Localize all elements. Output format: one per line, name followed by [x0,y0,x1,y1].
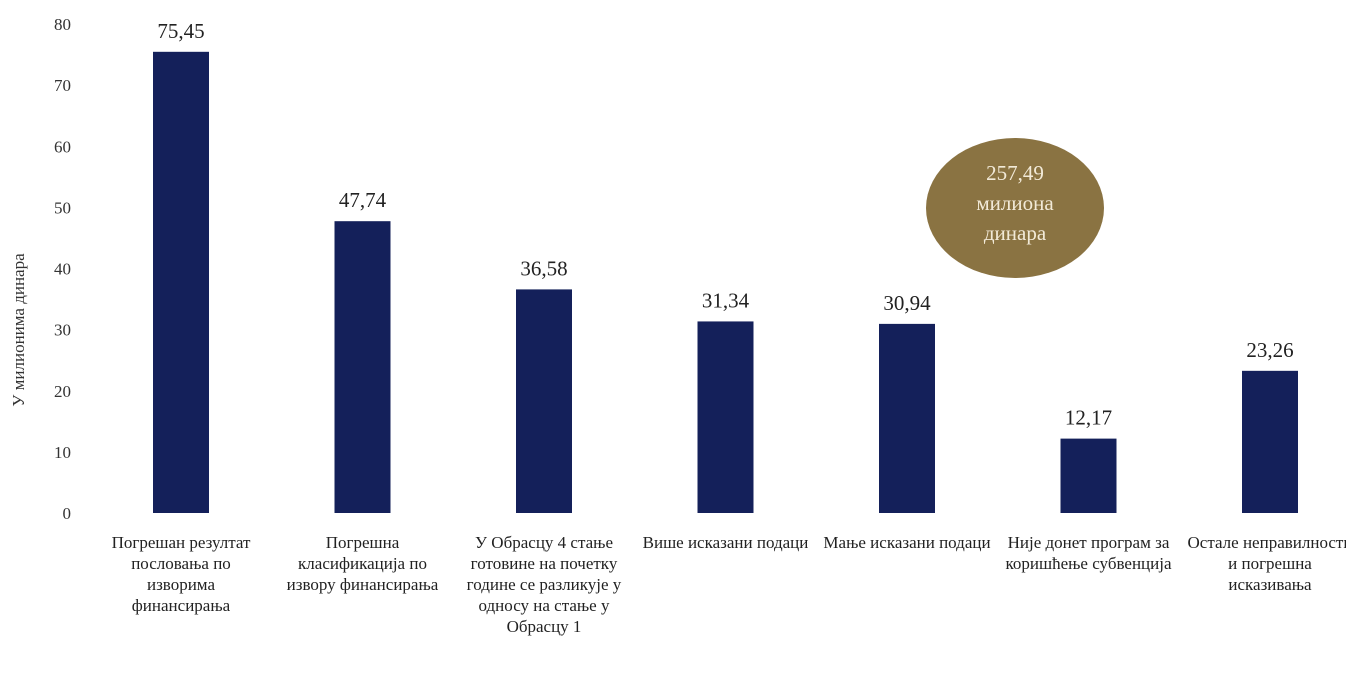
x-category-label: Погрешна класификација по извору финанси… [286,533,439,594]
bar [334,221,391,513]
y-tick-label: 60 [54,137,71,156]
bar [1242,370,1298,513]
total-annotation-badge: 257,49 милиона динара [926,138,1104,278]
y-tick-label: 20 [54,382,71,401]
total-badge-unit-2: динара [984,221,1047,245]
bar-value-label: 31,34 [702,288,750,312]
y-tick-label: 40 [54,260,71,279]
x-category-label: Више исказани подаци [642,533,809,552]
y-tick-label: 10 [54,443,71,462]
x-category-label: Мање исказани подаци [823,533,991,552]
y-axis: 0 10 20 30 40 50 60 70 80 [54,15,71,523]
y-tick-label: 0 [63,504,72,523]
x-category-label: Није донет програм за коришћење субвенци… [1005,533,1172,573]
bars [153,51,1298,513]
y-tick-label: 70 [54,76,71,95]
value-labels: 75,45 47,74 36,58 31,34 30,94 12,17 23,26 [157,19,1293,430]
bar [879,323,935,513]
bar [1060,438,1117,513]
y-axis-label: У милионима динара [9,253,28,407]
bar-value-label: 36,58 [520,256,567,280]
x-category-label: Остале неправилности и погрешна исказива… [1187,533,1346,594]
total-badge-amount: 257,49 [986,161,1044,185]
total-badge-ellipse [926,138,1104,278]
bar-value-label: 12,17 [1065,406,1112,430]
x-category-label: Погрешан резултат пословања по изворима … [111,533,251,615]
y-tick-label: 30 [54,321,71,340]
total-badge-unit-1: милиона [976,191,1054,215]
bar [697,321,754,513]
bar [516,289,572,513]
x-category-label: У Обрасцу 4 стање готовине на почетку го… [466,533,622,636]
y-tick-label: 80 [54,15,71,34]
y-tick-label: 50 [54,198,71,217]
bar-value-label: 30,94 [883,291,931,315]
bar-value-label: 47,74 [339,188,387,212]
bar-value-label: 23,26 [1246,338,1293,362]
bar [153,51,209,513]
bar-value-label: 75,45 [157,19,204,43]
